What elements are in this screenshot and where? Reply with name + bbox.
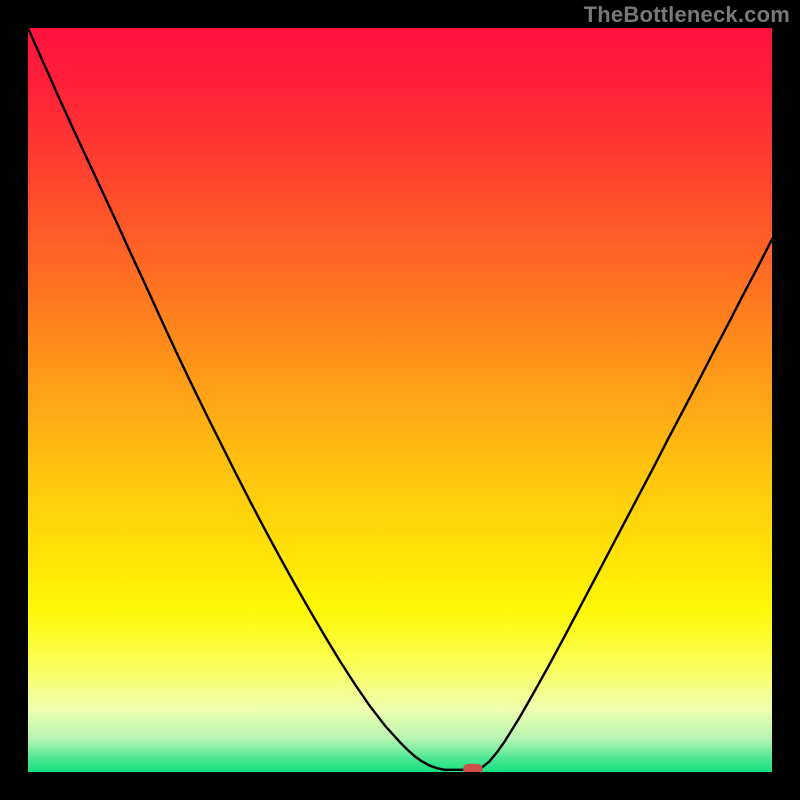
gradient-background <box>28 28 772 772</box>
chart-frame: TheBottleneck.com <box>0 0 800 800</box>
bottleneck-chart-svg <box>28 28 772 772</box>
plot-area <box>28 28 772 772</box>
optimum-marker <box>463 764 482 772</box>
watermark-text: TheBottleneck.com <box>584 2 790 28</box>
